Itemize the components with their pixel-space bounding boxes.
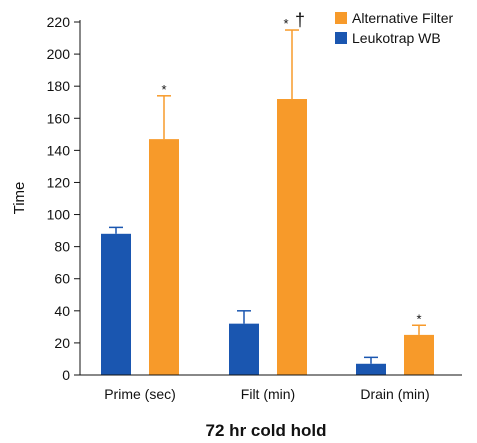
- significance-annotation: *: [283, 16, 288, 31]
- legend-label: Leukotrap WB: [352, 30, 441, 46]
- bar: [356, 363, 386, 375]
- y-tick-label: 0: [62, 367, 70, 383]
- y-axis: 0 20 40 60 80 100 120 140 160 180 200 220: [47, 14, 81, 383]
- bar: [149, 139, 179, 375]
- bar: [404, 334, 434, 375]
- x-tick-label: Filt (min): [241, 386, 295, 402]
- legend-swatch: [335, 32, 347, 44]
- x-axis-title: 72 hr cold hold: [206, 421, 327, 440]
- x-axis: Prime (sec) Filt (min) Drain (min): [80, 374, 462, 402]
- y-tick-label: 80: [54, 239, 70, 255]
- significance-annotation: *: [161, 82, 166, 97]
- x-tick-label: Drain (min): [360, 386, 429, 402]
- y-tick-label: 100: [47, 207, 71, 223]
- significance-annotation: †: [295, 10, 305, 30]
- bar: [229, 323, 259, 375]
- y-tick-label: 220: [47, 14, 71, 30]
- y-axis-title: Time: [11, 182, 28, 215]
- y-tick-label: 140: [47, 142, 71, 158]
- significance-annotation: *: [416, 311, 421, 326]
- bar: [277, 99, 307, 375]
- y-tick-label: 60: [54, 271, 70, 287]
- legend-label: Alternative Filter: [352, 10, 453, 26]
- y-tick-label: 200: [47, 46, 71, 62]
- legend-swatch: [335, 12, 347, 24]
- y-tick-label: 40: [54, 303, 70, 319]
- plot-area: * * † *: [101, 10, 434, 375]
- y-tick-label: 120: [47, 174, 71, 190]
- y-tick-label: 180: [47, 78, 71, 94]
- y-tick-label: 20: [54, 335, 70, 351]
- legend: Alternative Filter Leukotrap WB: [335, 10, 453, 46]
- y-tick-label: 160: [47, 110, 71, 126]
- x-tick-label: Prime (sec): [104, 386, 176, 402]
- bar: [101, 233, 131, 375]
